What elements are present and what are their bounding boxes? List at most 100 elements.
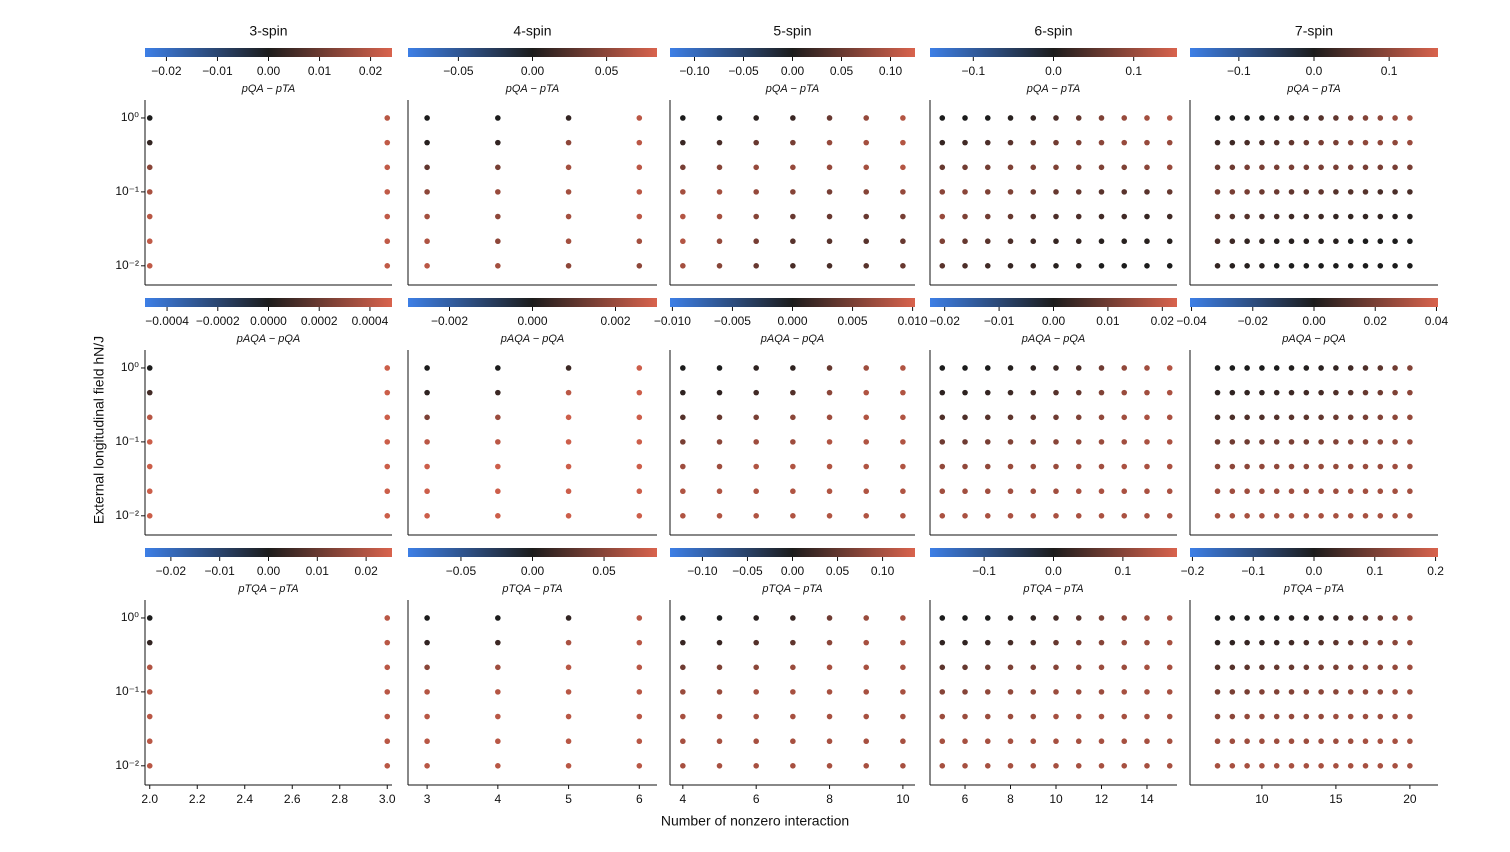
data-point (384, 689, 391, 695)
colorbar-tick-label: 0.0004 (352, 314, 389, 328)
data-point (1303, 488, 1310, 495)
data-point (1303, 639, 1310, 646)
data-point (826, 189, 833, 195)
data-point (1392, 414, 1398, 421)
data-point (984, 189, 991, 195)
colorbar-tick-label: −0.1 (972, 564, 996, 578)
data-point (1392, 139, 1398, 146)
data-point (146, 513, 153, 519)
data-point (565, 488, 572, 495)
data-point (939, 488, 946, 495)
data-point (826, 263, 833, 269)
data-point (1229, 139, 1236, 146)
data-point (863, 713, 870, 720)
data-point (1377, 238, 1384, 245)
data-point (1007, 238, 1014, 245)
data-point (1333, 763, 1339, 769)
data-point (753, 439, 759, 445)
data-point (1244, 713, 1250, 720)
data-point (984, 164, 991, 171)
data-point (565, 263, 572, 269)
data-point (984, 664, 991, 671)
data-point (1347, 689, 1354, 695)
data-point (1098, 763, 1105, 769)
data-point (753, 463, 759, 470)
data-point (716, 664, 723, 671)
data-point (1098, 639, 1105, 646)
data-point (826, 615, 833, 621)
colorbar-tick-label: −0.010 (654, 314, 691, 328)
colorbar-tick-label: 0.04 (1425, 314, 1449, 328)
data-point (900, 238, 906, 245)
data-point (716, 189, 723, 195)
data-point (900, 488, 906, 495)
data-point (1144, 738, 1150, 745)
data-point (716, 713, 723, 720)
data-point (1098, 238, 1105, 245)
data-point (495, 189, 501, 195)
data-point (1030, 139, 1037, 146)
data-point (565, 139, 572, 146)
data-point (384, 414, 391, 421)
data-point (790, 738, 796, 745)
colorbar (930, 298, 1177, 307)
data-point (716, 439, 723, 445)
data-point (863, 738, 870, 745)
data-point (1333, 615, 1339, 621)
data-point (636, 263, 643, 269)
data-point (1407, 488, 1413, 495)
data-point (1273, 213, 1280, 220)
data-point (424, 664, 430, 671)
data-point (984, 713, 991, 720)
data-point (1362, 689, 1369, 695)
data-point (1075, 238, 1082, 245)
data-point (984, 414, 991, 421)
data-point (1318, 164, 1324, 171)
data-point (1333, 664, 1339, 671)
x-tick-label: 20 (1403, 792, 1417, 806)
data-point (962, 263, 968, 269)
y-tick-label: 10⁰ (121, 110, 139, 124)
data-point (1244, 414, 1250, 421)
data-point (636, 213, 643, 220)
data-point (826, 513, 833, 519)
data-point (753, 513, 759, 519)
data-point (1166, 263, 1173, 269)
data-point (1098, 439, 1105, 445)
data-point (146, 189, 153, 195)
data-point (680, 738, 686, 745)
data-point (1166, 713, 1173, 720)
data-point (1377, 414, 1384, 421)
data-point (1166, 738, 1173, 745)
data-point (863, 365, 870, 371)
data-point (495, 139, 501, 146)
data-point (1075, 615, 1082, 621)
colorbar-tick-label: −0.05 (446, 564, 477, 578)
data-point (1229, 513, 1236, 519)
x-tick-label: 6 (753, 792, 760, 806)
data-point (1121, 115, 1128, 121)
data-point (1053, 463, 1059, 470)
data-point (753, 263, 759, 269)
data-point (826, 664, 833, 671)
colorbar-tick-label: 0.0000 (250, 314, 287, 328)
data-point (146, 439, 153, 445)
data-point (1333, 414, 1339, 421)
data-point (790, 238, 796, 245)
data-point (1377, 439, 1384, 445)
colorbar-tick-label: 0.000 (777, 314, 807, 328)
data-point (1007, 615, 1014, 621)
panel-title: 4-spin (513, 23, 551, 39)
data-point (1347, 639, 1354, 646)
data-point (146, 238, 153, 245)
data-point (900, 389, 906, 396)
x-tick-label: 8 (826, 792, 833, 806)
data-point (146, 488, 153, 495)
data-point (1098, 365, 1105, 371)
data-point (753, 639, 759, 646)
data-point (1392, 389, 1398, 396)
data-point (1288, 689, 1295, 695)
data-point (1075, 513, 1082, 519)
data-point (1166, 139, 1173, 146)
